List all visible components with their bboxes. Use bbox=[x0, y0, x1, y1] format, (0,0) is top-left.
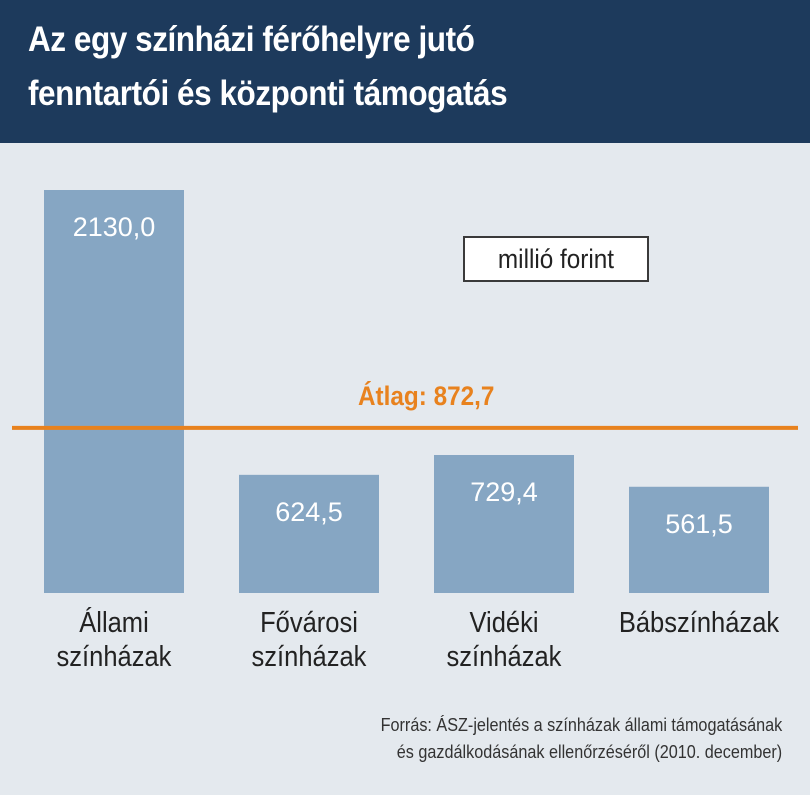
average-label: Átlag: 872,7 bbox=[358, 381, 495, 411]
unit-label-box: millió forint bbox=[463, 236, 649, 282]
category-label-0-line-0: Állami bbox=[79, 607, 149, 639]
category-label-3: Bábszínházak bbox=[604, 606, 794, 640]
source-note: Forrás: ÁSZ-jelentés a színházak állami … bbox=[336, 712, 782, 766]
value-label-2: 729,4 bbox=[470, 477, 538, 507]
category-label-1-line-1: színházak bbox=[251, 641, 367, 673]
bar-3 bbox=[629, 486, 769, 593]
category-label-3-line-0: Bábszínházak bbox=[618, 607, 780, 639]
category-label-0: Állami színházak bbox=[19, 606, 209, 674]
unit-label: millió forint bbox=[497, 244, 615, 274]
value-label-1: 624,5 bbox=[275, 497, 343, 527]
category-label-2: Vidéki színházak bbox=[409, 606, 599, 674]
chart-title-line-2: fenntartói és központi támogatás bbox=[28, 74, 508, 113]
value-label-0: 2130,0 bbox=[73, 212, 156, 242]
category-label-1: Fővárosi színházak bbox=[214, 606, 404, 674]
average-line bbox=[12, 425, 798, 430]
header-banner: Az egy színházi férőhelyre jutó fenntart… bbox=[0, 0, 810, 143]
bar-1 bbox=[239, 474, 379, 593]
source-line-2: és gazdálkodásának ellenőrzéséről (2010.… bbox=[396, 742, 782, 762]
category-label-2-line-1: színházak bbox=[446, 641, 562, 673]
bar-2 bbox=[434, 454, 574, 593]
source-line-1: Forrás: ÁSZ-jelentés a színházak állami … bbox=[380, 715, 782, 735]
value-label-3: 561,5 bbox=[665, 509, 733, 539]
category-label-1-line-0: Fővárosi bbox=[260, 607, 358, 639]
chart-title-line-1: Az egy színházi férőhelyre jutó bbox=[28, 20, 475, 59]
category-label-0-line-1: színházak bbox=[56, 641, 172, 673]
category-label-2-line-0: Vidéki bbox=[469, 607, 539, 639]
bar-0 bbox=[44, 190, 184, 593]
